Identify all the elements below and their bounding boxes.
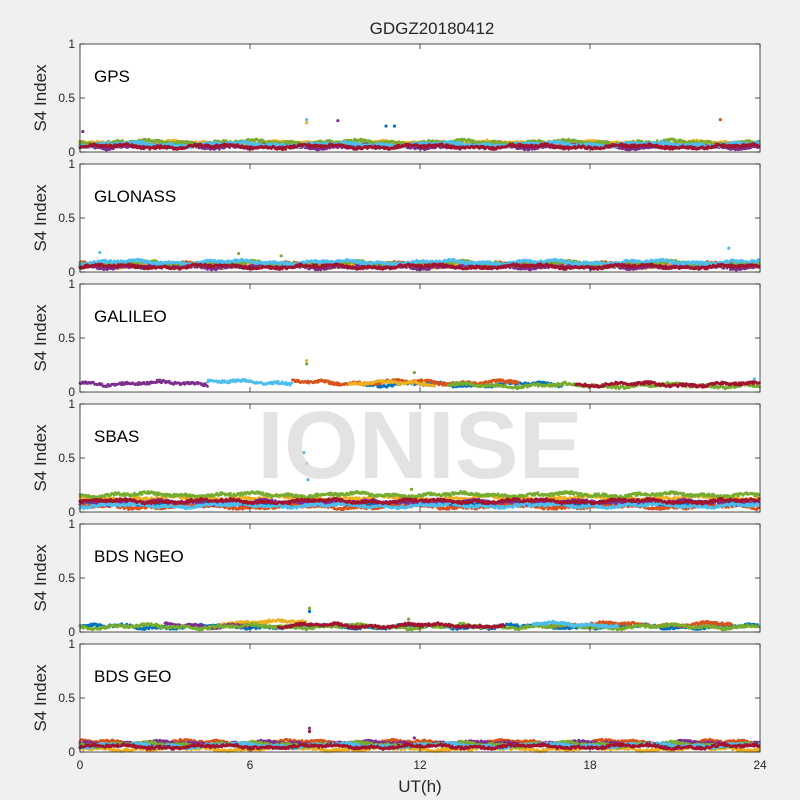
data-point [748,139,751,142]
figure-title: GDGZ20180412 [370,19,495,38]
data-point [668,141,671,144]
data-point [139,140,142,143]
panel-background [80,44,760,152]
